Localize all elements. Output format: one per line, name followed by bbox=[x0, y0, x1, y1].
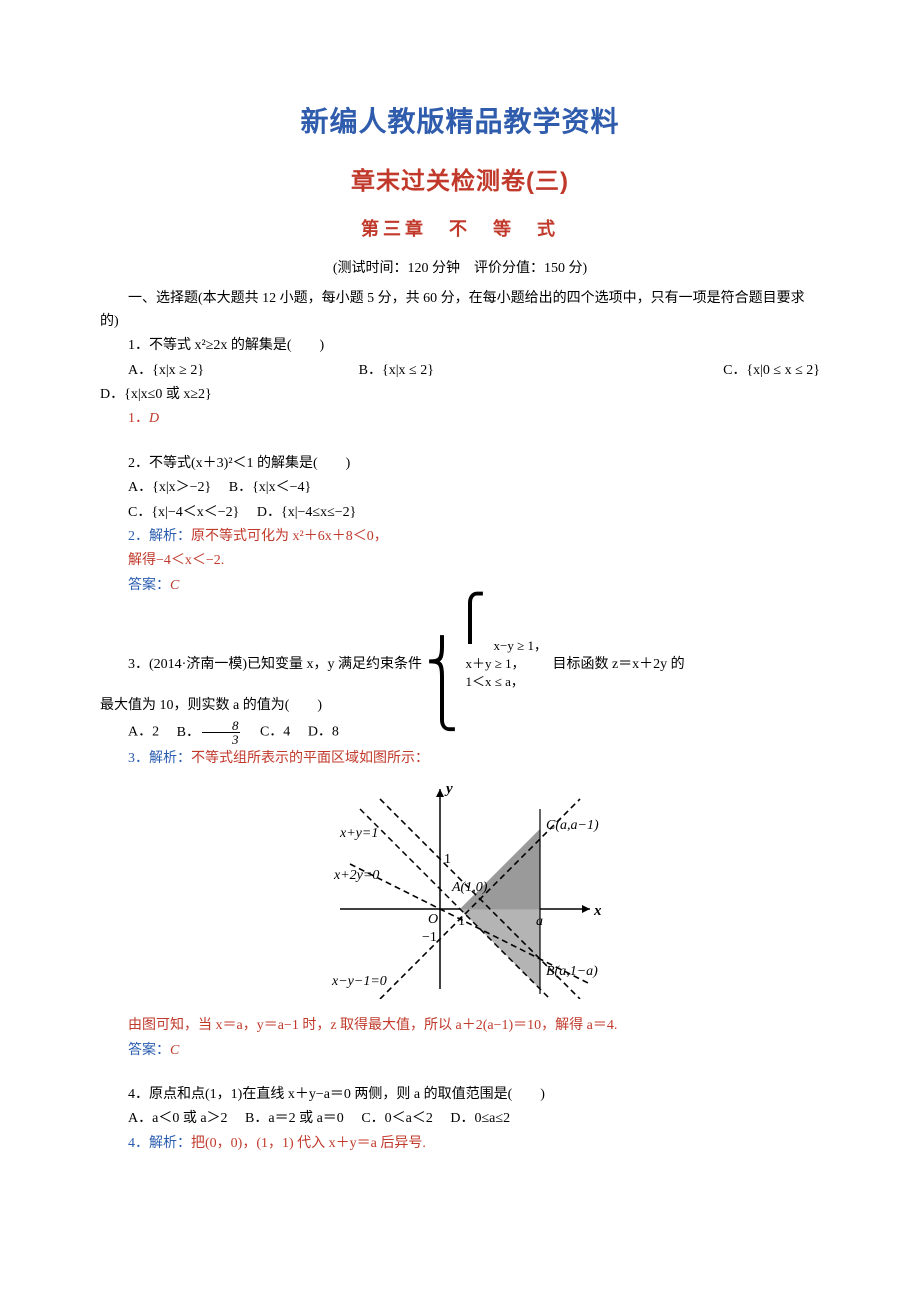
svg-text:a: a bbox=[536, 914, 543, 929]
q4-options: A．a＜0 或 a＞2 B．a＝2 或 a＝0 C．0＜a＜2 D．0≤a≤2 bbox=[100, 1108, 820, 1130]
q2-optA: A．{x|x＞−2} bbox=[128, 480, 211, 495]
svg-text:1: 1 bbox=[458, 914, 465, 929]
chapter-title: 第三章 不 等 式 bbox=[100, 215, 820, 244]
q3-figure-svg: O 1 1 −1 a x y x+y=1 x+2y=0 x−y−1=0 A(1,… bbox=[310, 779, 610, 999]
q3-explain-2: 由图可知，当 x＝a，y＝a−1 时，z 取得最大值，所以 a＋2(a−1)＝1… bbox=[100, 1015, 820, 1037]
svg-text:x: x bbox=[593, 903, 602, 919]
q3-stem-b: 目标函数 z＝x＋2y 的 bbox=[552, 657, 684, 672]
svg-text:B(a,1−a): B(a,1−a) bbox=[546, 964, 598, 979]
svg-text:x+y=1: x+y=1 bbox=[339, 826, 378, 841]
q3-stem-a: 3．(2014·济南一模)已知变量 x，y 满足约束条件 bbox=[128, 657, 422, 672]
q3-stem: 3．(2014·济南一模)已知变量 x，y 满足约束条件 ⎧⎨⎩ x−y ≥ 1… bbox=[100, 637, 820, 693]
q1-ans-num: 1． bbox=[128, 411, 149, 426]
q4-stem: 4．原点和点(1，1)在直线 x＋y−a＝0 两侧，则 a 的取值范围是( ) bbox=[100, 1084, 820, 1106]
svg-text:x+2y=0: x+2y=0 bbox=[333, 868, 379, 883]
q1-options-row1: A．{x|x ≥ 2} B．{x|x ≤ 2} C．{x|0 ≤ x ≤ 2} bbox=[100, 360, 820, 382]
q3-optA: A．2 bbox=[128, 725, 159, 740]
q4-optB: B．a＝2 或 a＝0 bbox=[245, 1111, 344, 1126]
q4-exp-prefix: 4．解析： bbox=[128, 1136, 191, 1151]
q3-optD: D．8 bbox=[308, 725, 339, 740]
svg-text:−1: −1 bbox=[422, 930, 437, 945]
q3-explain-1: 3．解析：不等式组所表示的平面区域如图所示： bbox=[100, 748, 820, 770]
q1-ans-letter: D bbox=[149, 411, 159, 426]
q3-c1: x−y ≥ 1， bbox=[494, 638, 547, 653]
q4-exp1: 把(0，0)，(1，1) 代入 x＋y＝a 后异号. bbox=[191, 1136, 426, 1151]
svg-text:x−y−1=0: x−y−1=0 bbox=[331, 974, 387, 989]
q2-exp1: 原不等式可化为 x²＋6x＋8＜0， bbox=[191, 529, 388, 544]
q2-exp-prefix: 2．解析： bbox=[128, 529, 191, 544]
q3-constraints: ⎧⎨⎩ x−y ≥ 1， x＋y ≥ 1， 1＜x ≤ a， bbox=[428, 637, 547, 693]
q4-optD: D．0≤a≤2 bbox=[450, 1111, 510, 1126]
q1-stem: 1．不等式 x²≥2x 的解集是( ) bbox=[100, 335, 820, 357]
q2-optB: B．{x|x＜−4} bbox=[229, 480, 311, 495]
q2-ans-letter: C bbox=[170, 578, 179, 593]
q2-explain-1: 2．解析：原不等式可化为 x²＋6x＋8＜0， bbox=[100, 526, 820, 548]
q4-optC: C．0＜a＜2 bbox=[361, 1111, 433, 1126]
q2-optC: C．{x|−4＜x＜−2} bbox=[128, 505, 239, 520]
q1-optD-row: D．{x|x≤0 或 x≥2} bbox=[100, 384, 820, 406]
q1-optC: C．{x|0 ≤ x ≤ 2} bbox=[723, 363, 820, 378]
svg-text:C(a,a−1): C(a,a−1) bbox=[546, 818, 599, 833]
sub-title: 章末过关检测卷(三) bbox=[100, 163, 820, 201]
q3-optC: C．4 bbox=[260, 725, 290, 740]
q4-optA: A．a＜0 或 a＞2 bbox=[128, 1111, 228, 1126]
main-title: 新编人教版精品教学资料 bbox=[100, 100, 820, 145]
svg-text:O: O bbox=[428, 912, 438, 927]
q2-options-row2: C．{x|−4＜x＜−2} D．{x|−4≤x≤−2} bbox=[100, 502, 820, 524]
q2-options-row1: A．{x|x＞−2} B．{x|x＜−4} bbox=[100, 477, 820, 499]
section-intro: 一、选择题(本大题共 12 小题，每小题 5 分，共 60 分，在每小题给出的四… bbox=[100, 288, 820, 333]
q1-optB: B．{x|x ≤ 2} bbox=[359, 363, 434, 378]
q2-optD: D．{x|−4≤x≤−2} bbox=[257, 505, 357, 520]
test-meta: (测试时间：120 分钟 评价分值：150 分) bbox=[100, 258, 820, 280]
document-page: 新编人教版精品教学资料 章末过关检测卷(三) 第三章 不 等 式 (测试时间：1… bbox=[0, 0, 920, 1217]
q3-exp-prefix: 3．解析： bbox=[128, 751, 191, 766]
q2-stem: 2．不等式(x＋3)²＜1 的解集是( ) bbox=[100, 453, 820, 475]
q3-optB-frac: 83 bbox=[202, 719, 241, 746]
q4-explain: 4．解析：把(0，0)，(1，1) 代入 x＋y＝a 后异号. bbox=[100, 1133, 820, 1155]
q3-answer: 答案：C bbox=[100, 1040, 820, 1062]
q3-ans-label: 答案： bbox=[128, 1043, 170, 1058]
q2-explain-2: 解得−4＜x＜−2. bbox=[100, 550, 820, 572]
q3-ans-letter: C bbox=[170, 1043, 179, 1058]
q3-exp1: 不等式组所表示的平面区域如图所示： bbox=[191, 751, 429, 766]
q3-figure: O 1 1 −1 a x y x+y=1 x+2y=0 x−y−1=0 A(1,… bbox=[100, 779, 820, 1007]
q1-answer: 1．D bbox=[100, 408, 820, 430]
svg-text:A(1,0): A(1,0) bbox=[451, 880, 488, 895]
q1-optA: A．{x|x ≥ 2} bbox=[128, 363, 204, 378]
svg-text:y: y bbox=[444, 781, 453, 797]
q2-ans-label: 答案： bbox=[128, 578, 170, 593]
svg-text:1: 1 bbox=[444, 852, 451, 867]
q3-optB-prefix: B． bbox=[177, 725, 200, 740]
